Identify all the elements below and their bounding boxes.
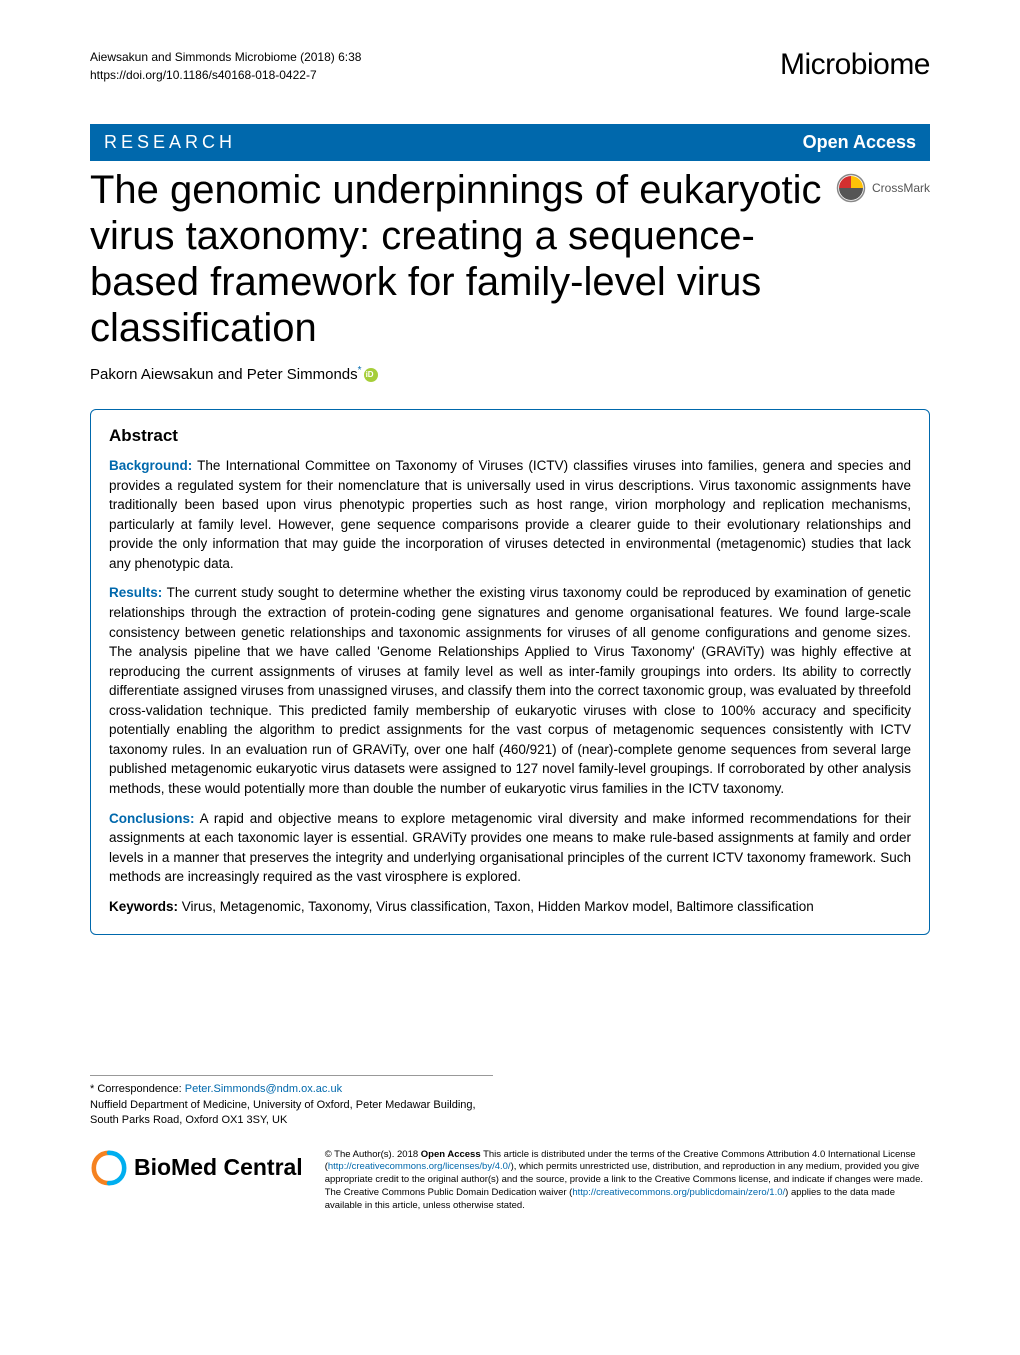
conclusions-text: A rapid and objective means to explore m… <box>109 811 911 885</box>
license-text: © The Author(s). 2018 Open Access This a… <box>325 1149 930 1213</box>
cc-link-1[interactable]: http://creativecommons.org/licenses/by/4… <box>328 1161 511 1172</box>
bmc-swirl-icon <box>90 1149 128 1187</box>
running-head-left: Aiewsakun and Simmonds Microbiome (2018)… <box>90 48 361 84</box>
article-type-bar: RESEARCH Open Access <box>90 124 930 161</box>
running-head: Aiewsakun and Simmonds Microbiome (2018)… <box>90 48 930 84</box>
footer-block: * Correspondence: Peter.Simmonds@ndm.ox.… <box>90 1075 930 1212</box>
citation-line: Aiewsakun and Simmonds Microbiome (2018)… <box>90 48 361 66</box>
cc-link-2[interactable]: http://creativecommons.org/publicdomain/… <box>572 1187 785 1198</box>
keywords-label: Keywords: <box>109 899 178 914</box>
journal-logo: Microbiome <box>780 48 930 82</box>
abstract-keywords: Keywords: Virus, Metagenomic, Taxonomy, … <box>109 897 911 917</box>
keywords-text: Virus, Metagenomic, Taxonomy, Virus clas… <box>178 899 814 914</box>
results-text: The current study sought to determine wh… <box>109 585 911 796</box>
article-type-label: RESEARCH <box>104 132 236 153</box>
abstract-box: Abstract Background: The International C… <box>90 409 930 935</box>
article-title: The genomic underpinnings of eukaryotic … <box>90 167 826 351</box>
results-label: Results: <box>109 585 162 600</box>
orcid-icon[interactable] <box>364 368 378 382</box>
open-access-bold: Open Access <box>421 1149 481 1160</box>
crossmark-badge[interactable]: CrossMark <box>836 173 930 203</box>
author-list: Pakorn Aiewsakun and Peter Simmonds* <box>90 365 930 383</box>
conclusions-label: Conclusions: <box>109 811 195 826</box>
license-prefix: © The Author(s). 2018 <box>325 1149 421 1160</box>
publisher-logo: BioMed Central <box>90 1149 303 1187</box>
correspondence: * Correspondence: Peter.Simmonds@ndm.ox.… <box>90 1075 493 1128</box>
article-page: Aiewsakun and Simmonds Microbiome (2018)… <box>0 0 1020 1243</box>
correspondence-label: * Correspondence: <box>90 1083 185 1095</box>
correspondence-email[interactable]: Peter.Simmonds@ndm.ox.ac.uk <box>185 1083 342 1095</box>
open-access-label: Open Access <box>803 132 916 153</box>
license-row: BioMed Central © The Author(s). 2018 Ope… <box>90 1149 930 1213</box>
corresponding-mark: * <box>358 365 362 376</box>
authors-text: Pakorn Aiewsakun and Peter Simmonds <box>90 366 358 383</box>
crossmark-label: CrossMark <box>872 181 930 195</box>
abstract-heading: Abstract <box>109 426 911 446</box>
crossmark-icon <box>836 173 866 203</box>
abstract-results: Results: The current study sought to det… <box>109 583 911 798</box>
publisher-wordmark: BioMed Central <box>134 1154 303 1181</box>
abstract-conclusions: Conclusions: A rapid and objective means… <box>109 809 911 887</box>
background-text: The International Committee on Taxonomy … <box>109 458 911 571</box>
correspondence-affiliation: Nuffield Department of Medicine, Univers… <box>90 1099 476 1126</box>
doi-line: https://doi.org/10.1186/s40168-018-0422-… <box>90 66 361 84</box>
background-label: Background: <box>109 458 192 473</box>
title-row: The genomic underpinnings of eukaryotic … <box>90 167 930 351</box>
abstract-background: Background: The International Committee … <box>109 456 911 573</box>
